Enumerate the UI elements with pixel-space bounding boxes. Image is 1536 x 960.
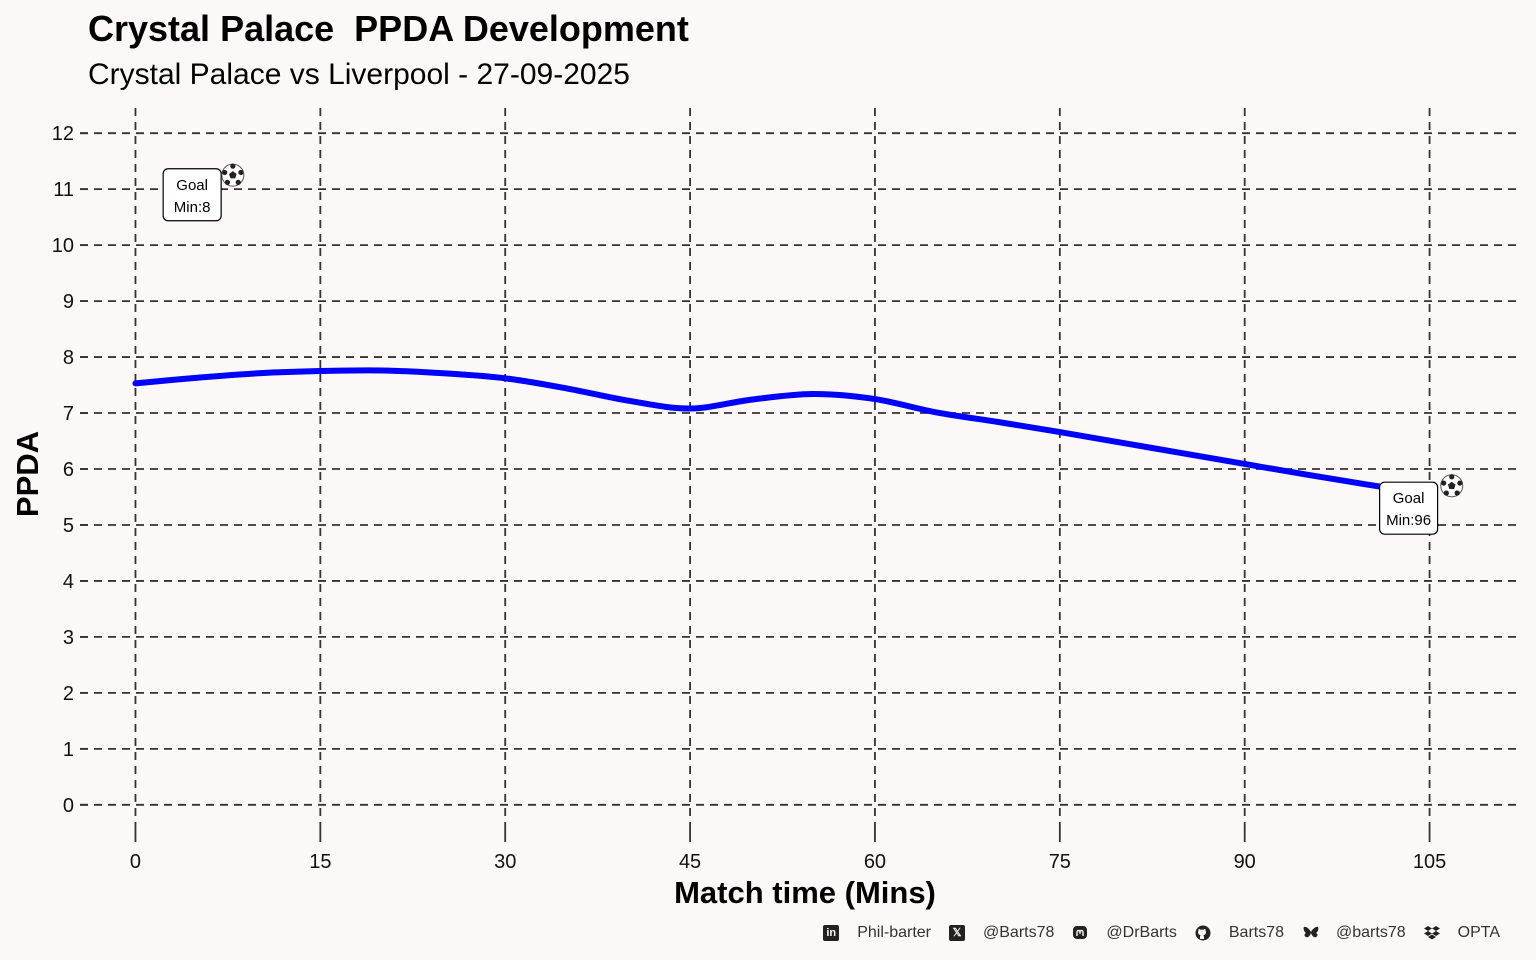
y-tick-label: 10 bbox=[52, 235, 74, 257]
footer-credits: in Phil-barter 𝕏 @Barts78 @DrBarts Barts… bbox=[823, 924, 1500, 942]
x-tick-label: 105 bbox=[1413, 851, 1446, 873]
ppda-series-line bbox=[132, 367, 1433, 498]
soccer-ball-patch bbox=[222, 169, 228, 176]
goal-label-line2: Min:8 bbox=[174, 199, 211, 216]
goal-label-box bbox=[1379, 481, 1439, 535]
goal-label-line1: Goal bbox=[1393, 490, 1425, 507]
annotation-layer: Goal Min:8 Goal Min:96 bbox=[162, 163, 1464, 535]
github-icon[interactable] bbox=[1195, 925, 1211, 941]
series-layer bbox=[132, 367, 1433, 498]
y-axis-title: PPDA bbox=[10, 431, 45, 517]
y-tick-label: 9 bbox=[63, 291, 74, 313]
x-tick-label: 90 bbox=[1234, 851, 1256, 873]
soccer-ball-icon bbox=[1440, 474, 1464, 498]
grid-layer bbox=[80, 108, 1522, 830]
chart-title: Crystal Palace PPDA Development bbox=[88, 8, 689, 49]
y-tick-label: 11 bbox=[53, 179, 74, 201]
goal-annotation: Goal Min:96 bbox=[1379, 481, 1439, 535]
y-tick-label: 0 bbox=[63, 795, 74, 817]
x-tick-label: 0 bbox=[130, 851, 141, 873]
x-tick-label: 30 bbox=[494, 851, 516, 873]
soccer-ball-patch bbox=[1449, 474, 1455, 480]
footer-data-source-text: OPTA bbox=[1457, 924, 1500, 941]
y-tick-label: 5 bbox=[63, 515, 74, 537]
soccer-ball-patch bbox=[1447, 481, 1456, 489]
goal-annotation: Goal Min:8 bbox=[162, 168, 222, 222]
x-tick-label: 15 bbox=[309, 851, 331, 873]
linkedin-icon[interactable]: in bbox=[823, 925, 840, 941]
y-tick-label: 2 bbox=[63, 683, 74, 705]
goal-label-line2: Min:96 bbox=[1386, 512, 1431, 529]
x-axis-title: Match time (Mins) bbox=[674, 875, 936, 910]
footer-x-text[interactable]: @Barts78 bbox=[983, 924, 1055, 941]
x-tick-label: 45 bbox=[679, 851, 701, 873]
soccer-ball-patch bbox=[230, 163, 236, 169]
footer-github-text[interactable]: Barts78 bbox=[1228, 924, 1285, 941]
y-tick-label: 3 bbox=[63, 627, 74, 649]
goal-label-line1: Goal bbox=[176, 177, 208, 194]
x-tick-label: 60 bbox=[864, 851, 886, 873]
soccer-ball-patch bbox=[229, 171, 237, 179]
y-tick-label: 4 bbox=[63, 571, 74, 593]
y-tick-label: 8 bbox=[63, 347, 74, 369]
x-twitter-icon[interactable]: 𝕏 bbox=[949, 925, 966, 941]
mastodon-icon[interactable] bbox=[1072, 925, 1088, 941]
y-tick-label: 1 bbox=[63, 739, 74, 761]
bluesky-icon[interactable] bbox=[1302, 925, 1319, 941]
footer-mastodon-text[interactable]: @DrBarts bbox=[1106, 924, 1177, 941]
x-tick-label: 75 bbox=[1049, 851, 1071, 873]
soccer-ball-icon bbox=[221, 163, 245, 187]
soccer-ball-patch bbox=[1443, 490, 1449, 496]
y-tick-label: 12 bbox=[52, 123, 74, 145]
footer-linkedin-text[interactable]: Phil-barter bbox=[857, 924, 932, 941]
soccer-ball-patch bbox=[1441, 480, 1447, 486]
soccer-ball-patch bbox=[1454, 490, 1460, 496]
soccer-ball-patch bbox=[235, 179, 241, 185]
y-tick-label: 6 bbox=[63, 459, 74, 481]
dropbox-icon[interactable] bbox=[1423, 925, 1440, 941]
soccer-ball-patch bbox=[238, 169, 244, 176]
y-tick-label: 7 bbox=[63, 403, 74, 425]
footer-bluesky-text[interactable]: @barts78 bbox=[1336, 924, 1406, 941]
chart-subtitle: Crystal Palace vs Liverpool - 27-09-2025 bbox=[88, 58, 630, 91]
soccer-ball-patch bbox=[224, 179, 231, 185]
soccer-ball-patch bbox=[1457, 480, 1463, 486]
goal-label-box bbox=[162, 168, 222, 222]
